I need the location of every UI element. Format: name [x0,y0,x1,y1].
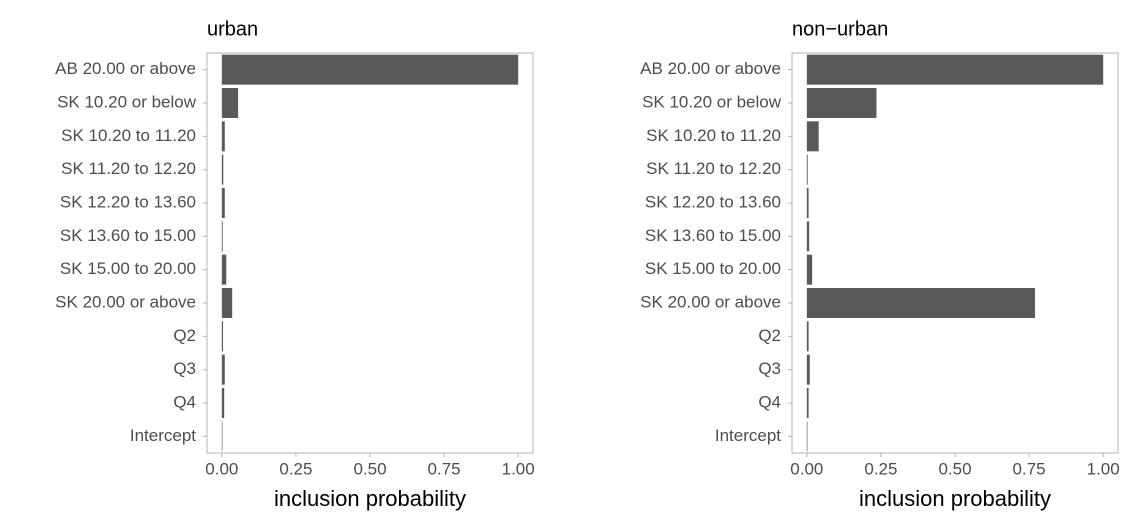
x-tick-label: 0.00 [205,459,238,478]
y-tick-label: SK 20.00 or above [55,292,196,311]
bar [806,421,808,452]
bar [806,254,813,285]
bar [221,188,225,218]
y-tick-label: SK 15.00 to 20.00 [645,259,781,278]
bar [806,154,808,185]
y-tick-label: Q4 [758,392,781,411]
y-tick-label: SK 10.20 to 11.20 [61,126,196,145]
y-tick-label: SK 10.20 to 11.20 [646,126,781,145]
y-tick-label: Q3 [758,359,781,378]
bar [221,121,225,152]
y-tick-label: SK 20.00 or above [640,292,781,311]
x-axis-label: inclusion probability [859,486,1051,511]
x-tick-label: 0.25 [864,459,897,478]
bar [221,254,227,285]
x-tick-label: 0.50 [938,459,971,478]
panel-border [206,52,534,454]
x-tick-label: 0.25 [279,459,312,478]
bar [221,321,224,352]
y-tick-label: SK 12.20 to 13.60 [645,192,781,211]
y-tick-label: Intercept [715,426,781,445]
panel-title: urban [207,18,258,40]
bar [806,354,810,385]
x-tick-label: 0.50 [353,459,386,478]
y-tick-label: SK 13.60 to 15.00 [645,226,781,245]
y-tick-label: SK 11.20 to 12.20 [61,159,196,178]
x-tick-label: 1.00 [502,459,535,478]
bar [221,154,224,185]
bar [806,221,810,252]
bar [806,188,809,218]
bar [221,354,225,385]
bar [221,54,519,85]
y-tick-label: SK 13.60 to 15.00 [60,226,196,245]
y-tick-label: AB 20.00 or above [640,59,781,78]
bar [221,388,225,418]
x-axis-label: inclusion probability [274,486,466,511]
panel-title: non−urban [792,18,888,40]
y-tick-label: Q2 [173,326,196,345]
bar [806,54,1104,85]
bar [806,288,1036,318]
bar [221,88,239,118]
y-tick-label: SK 10.20 or below [57,92,197,111]
x-tick-label: 0.75 [428,459,461,478]
bar [221,221,223,252]
y-tick-label: SK 11.20 to 12.20 [646,159,781,178]
y-tick-label: SK 12.20 to 13.60 [60,192,196,211]
y-tick-label: Q2 [758,326,781,345]
bar [806,388,809,418]
bar [221,421,223,452]
x-tick-label: 1.00 [1087,459,1120,478]
bar [221,288,233,318]
y-tick-label: SK 10.20 or below [642,92,782,111]
x-tick-label: 0.00 [790,459,823,478]
y-tick-label: Intercept [130,426,196,445]
y-tick-label: Q3 [173,359,196,378]
bar [806,121,819,152]
y-tick-label: Q4 [173,392,196,411]
panel-border [791,52,1119,454]
bar [806,88,877,118]
x-tick-label: 0.75 [1013,459,1046,478]
y-tick-label: AB 20.00 or above [55,59,196,78]
bar [806,321,809,352]
y-tick-label: SK 15.00 to 20.00 [60,259,196,278]
